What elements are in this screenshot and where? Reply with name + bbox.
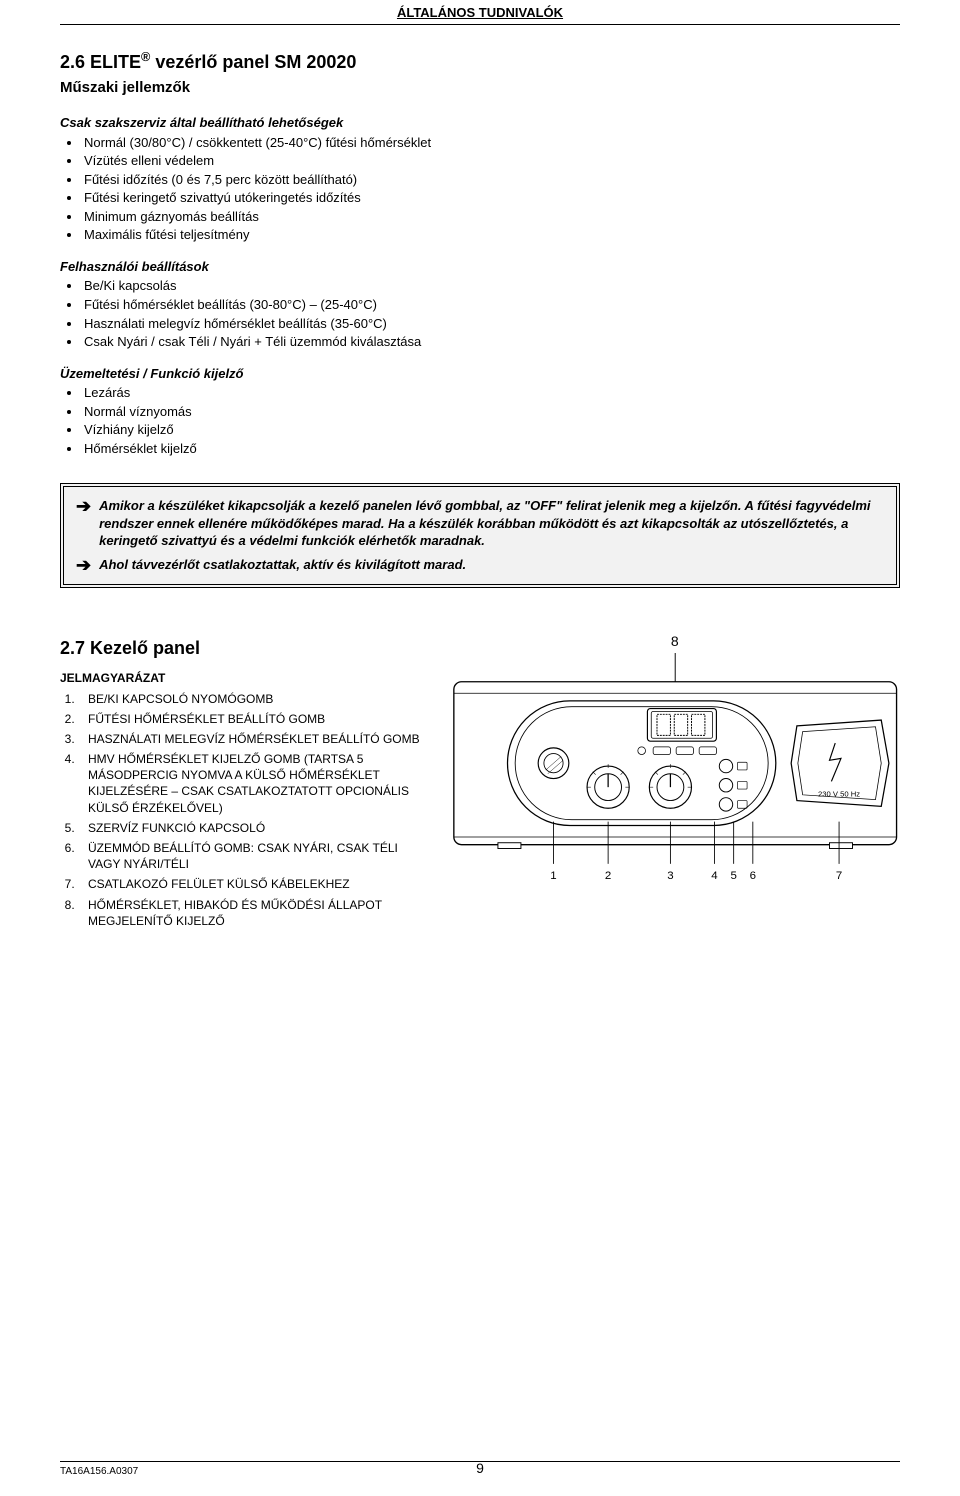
- figure-label-1: 1: [550, 870, 556, 882]
- figure-label-8: 8: [450, 632, 900, 651]
- figure-label-4: 4: [711, 870, 718, 882]
- title-suffix: vezérlő panel SM 20020: [150, 52, 356, 72]
- list-item: Használati melegvíz hőmérséklet beállítá…: [82, 315, 900, 333]
- footer-page-number: 9: [476, 1459, 484, 1478]
- figure-label-5: 5: [730, 870, 736, 882]
- list-item: Vízhiány kijelző: [82, 421, 900, 439]
- legend-item: SZERVÍZ FUNKCIÓ KAPCSOLÓ: [78, 820, 430, 836]
- voltage-label: 230 V 50 Hz: [818, 790, 860, 799]
- group3-list: Lezárás Normál víznyomás Vízhiány kijelz…: [82, 384, 900, 457]
- list-item: Csak Nyári / csak Téli / Nyári + Téli üz…: [82, 333, 900, 351]
- section-2-7-title: 2.7 Kezelő panel: [60, 636, 430, 660]
- list-item: Normál (30/80°C) / csökkentett (25-40°C)…: [82, 134, 900, 152]
- page-footer: TA16A156.A0307 9: [60, 1461, 900, 1479]
- list-item: Normál víznyomás: [82, 403, 900, 421]
- service-button-icon: [719, 778, 732, 791]
- legend-list: BE/KI KAPCSOLÓ NYOMÓGOMB FŰTÉSI HŐMÉRSÉK…: [60, 691, 430, 929]
- legend-item: HMV HŐMÉRSÉKLET KIJELZŐ GOMB (TARTSA 5 M…: [78, 751, 430, 816]
- list-item: Hőmérséklet kijelző: [82, 440, 900, 458]
- callout-text-2: Ahol távvezérlőt csatlakoztattak, aktív …: [99, 556, 466, 574]
- list-item: Fűtési keringető szivattyú utókeringetés…: [82, 189, 900, 207]
- callout-text-1: Amikor a készüléket kikapcsolják a kezel…: [99, 497, 884, 550]
- legend-title: JELMAGYARÁZAT: [60, 670, 430, 686]
- footer-right-spacer: [897, 1465, 900, 1479]
- legend-item: FŰTÉSI HŐMÉRSÉKLET BEÁLLÍTÓ GOMB: [78, 711, 430, 727]
- legend-item: HŐMÉRSÉKLET, HIBAKÓD ÉS MŰKÖDÉSI ÁLLAPOT…: [78, 897, 430, 929]
- section-2-6-subtitle: Műszaki jellemzők: [60, 78, 900, 98]
- list-item: Lezárás: [82, 384, 900, 402]
- legend-item: HASZNÁLATI MELEGVÍZ HŐMÉRSÉKLET BEÁLLÍTÓ…: [78, 731, 430, 747]
- figure-label-3: 3: [667, 870, 673, 882]
- callout-row: ➔ Ahol távvezérlőt csatlakoztattak, aktí…: [76, 556, 884, 574]
- control-panel-figure: 230 V 50 Hz 1 2 3 4 5: [450, 653, 900, 883]
- legend-item: CSATLAKOZÓ FELÜLET KÜLSŐ KÁBELEKHEZ: [78, 876, 430, 892]
- group2-list: Be/Ki kapcsolás Fűtési hőmérséklet beáll…: [82, 277, 900, 350]
- footer-doc-id: TA16A156.A0307: [60, 1465, 138, 1479]
- page-header: ÁLTALÁNOS TUDNIVALÓK: [60, 0, 900, 25]
- list-item: Vízütés elleni védelem: [82, 152, 900, 170]
- group3-heading: Üzemeltetési / Funkció kijelző: [60, 365, 900, 383]
- list-item: Minimum gáznyomás beállítás: [82, 208, 900, 226]
- section-2-6-title: 2.6 ELITE® vezérlő panel SM 20020: [60, 49, 900, 74]
- registered-mark: ®: [141, 50, 150, 64]
- arrow-icon: ➔: [76, 497, 91, 515]
- list-item: Maximális fűtési teljesítmény: [82, 226, 900, 244]
- mode-button-icon: [719, 798, 732, 811]
- figure-label-6: 6: [749, 870, 755, 882]
- arrow-icon: ➔: [76, 556, 91, 574]
- list-item: Be/Ki kapcsolás: [82, 277, 900, 295]
- temp-display-button-icon: [719, 759, 732, 772]
- group1-heading: Csak szakszerviz által beállítható lehet…: [60, 114, 900, 132]
- connector-cover-icon: 230 V 50 Hz: [791, 720, 889, 806]
- group2-heading: Felhasználói beállítások: [60, 258, 900, 276]
- callout-box: ➔ Amikor a készüléket kikapcsolják a kez…: [60, 483, 900, 588]
- callout-row: ➔ Amikor a készüléket kikapcsolják a kez…: [76, 497, 884, 550]
- list-item: Fűtési hőmérséklet beállítás (30-80°C) –…: [82, 296, 900, 314]
- figure-label-7: 7: [835, 870, 841, 882]
- title-prefix: 2.6 ELITE: [60, 52, 141, 72]
- onoff-button-icon: [538, 748, 569, 779]
- figure-label-2: 2: [605, 870, 611, 882]
- legend-item: ÜZEMMÓD BEÁLLÍTÓ GOMB: CSAK NYÁRI, CSAK …: [78, 840, 430, 872]
- list-item: Fűtési időzítés (0 és 7,5 perc között be…: [82, 171, 900, 189]
- group1-list: Normál (30/80°C) / csökkentett (25-40°C)…: [82, 134, 900, 244]
- legend-item: BE/KI KAPCSOLÓ NYOMÓGOMB: [78, 691, 430, 707]
